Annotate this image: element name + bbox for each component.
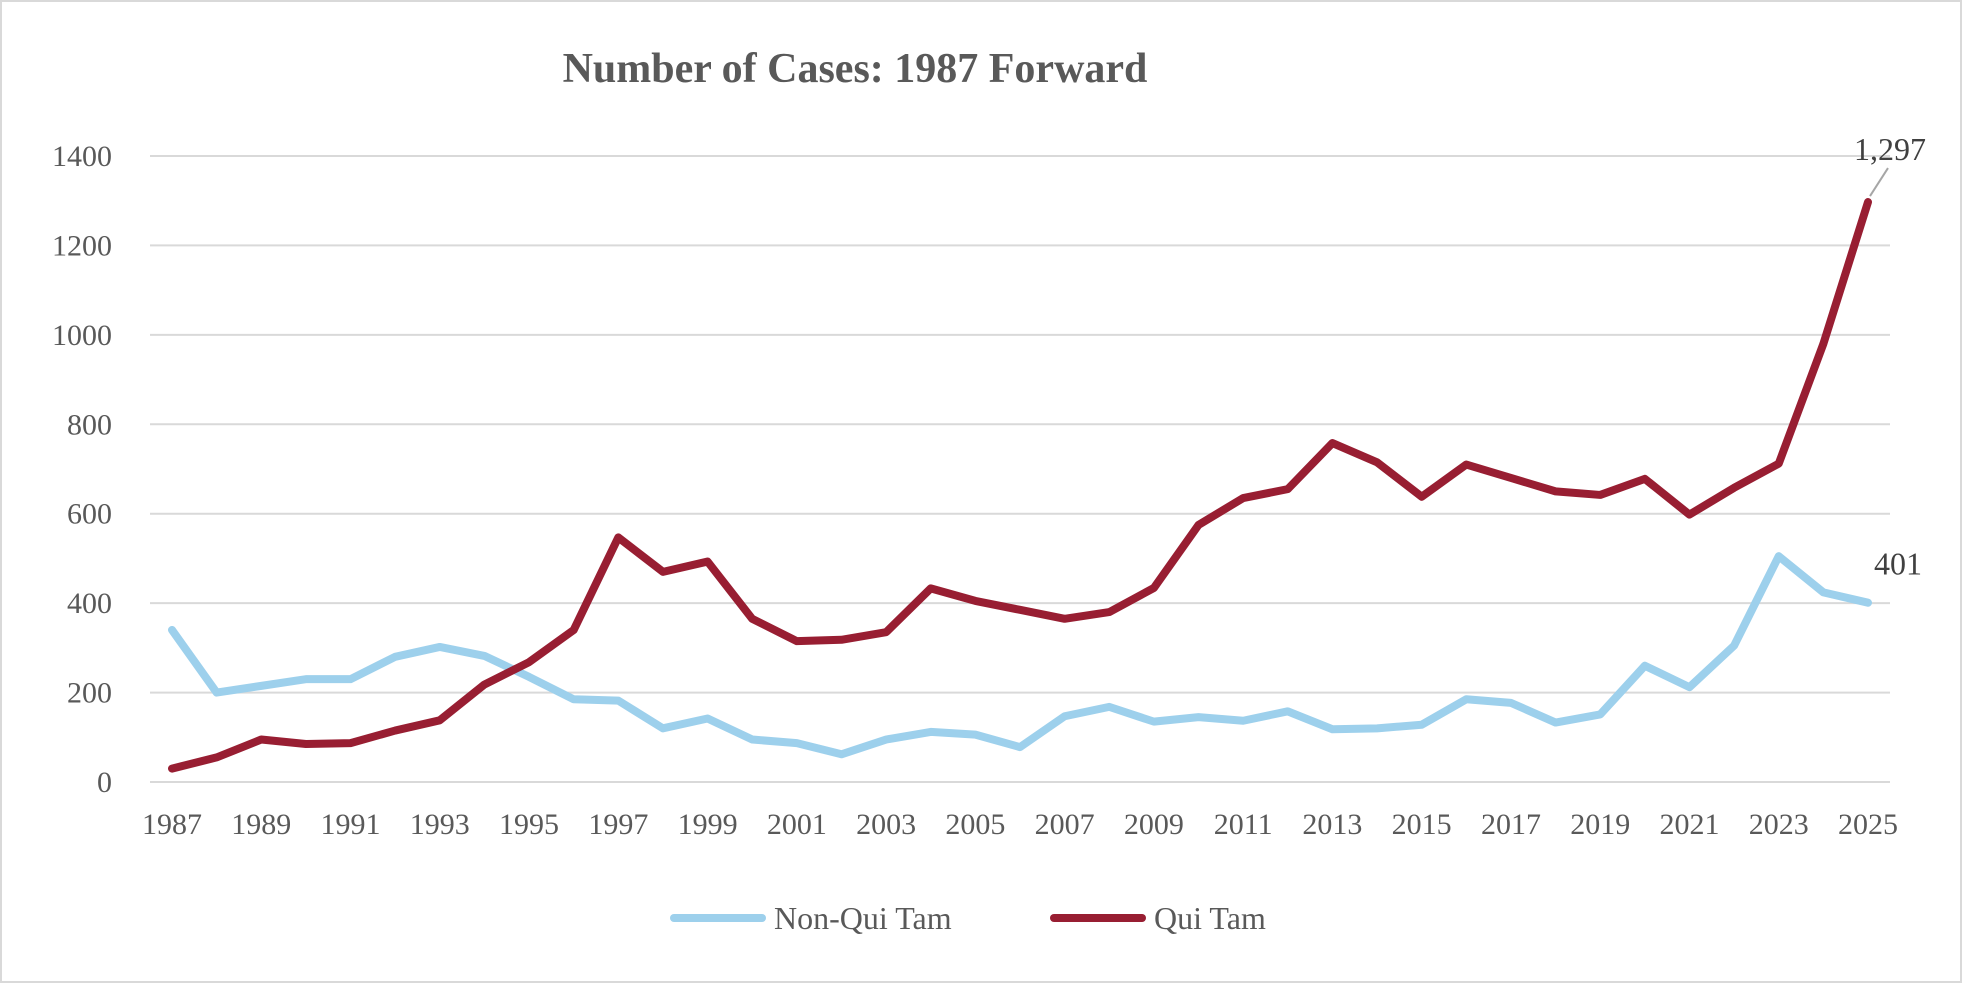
x-tick-label: 2019 bbox=[1570, 808, 1630, 841]
y-tick-label: 800 bbox=[67, 408, 112, 441]
y-tick-label: 1200 bbox=[52, 229, 112, 262]
data-label: 401 bbox=[1874, 546, 1922, 582]
x-tick-label: 2007 bbox=[1035, 808, 1095, 841]
series-line-non-qui-tam bbox=[168, 552, 1872, 759]
legend-label: Non-Qui Tam bbox=[774, 900, 952, 936]
x-tick-label: 1995 bbox=[499, 808, 559, 841]
x-tick-label: 1991 bbox=[321, 808, 381, 841]
chart-title: Number of Cases: 1987 Forward bbox=[563, 46, 1148, 92]
series-line-qui-tam bbox=[168, 198, 1872, 773]
y-tick-label: 1000 bbox=[52, 319, 112, 352]
data-label: 1,297 bbox=[1854, 131, 1926, 167]
x-tick-label: 1999 bbox=[678, 808, 738, 841]
y-tick-label: 400 bbox=[67, 587, 112, 620]
x-tick-label: 2017 bbox=[1481, 808, 1541, 841]
x-tick-label: 2023 bbox=[1749, 808, 1809, 841]
x-tick-label: 1987 bbox=[142, 808, 202, 841]
y-tick-label: 200 bbox=[67, 677, 112, 710]
y-tick-label: 600 bbox=[67, 498, 112, 531]
x-tick-label: 2009 bbox=[1124, 808, 1184, 841]
data-label-leader bbox=[1869, 167, 1889, 197]
x-tick-label: 1993 bbox=[410, 808, 470, 841]
legend-label: Qui Tam bbox=[1154, 900, 1266, 936]
x-tick-label: 2011 bbox=[1214, 808, 1273, 841]
x-tick-label: 2025 bbox=[1838, 808, 1898, 841]
x-tick-label: 1989 bbox=[231, 808, 291, 841]
y-tick-label: 0 bbox=[97, 766, 112, 799]
x-tick-label: 2005 bbox=[945, 808, 1005, 841]
x-tick-label: 2021 bbox=[1659, 808, 1719, 841]
x-tick-label: 2003 bbox=[856, 808, 916, 841]
x-tick-label: 2001 bbox=[767, 808, 827, 841]
x-tick-label: 2013 bbox=[1302, 808, 1362, 841]
y-tick-label: 1400 bbox=[52, 140, 112, 173]
x-tick-label: 2015 bbox=[1392, 808, 1452, 841]
x-tick-label: 1997 bbox=[588, 808, 648, 841]
